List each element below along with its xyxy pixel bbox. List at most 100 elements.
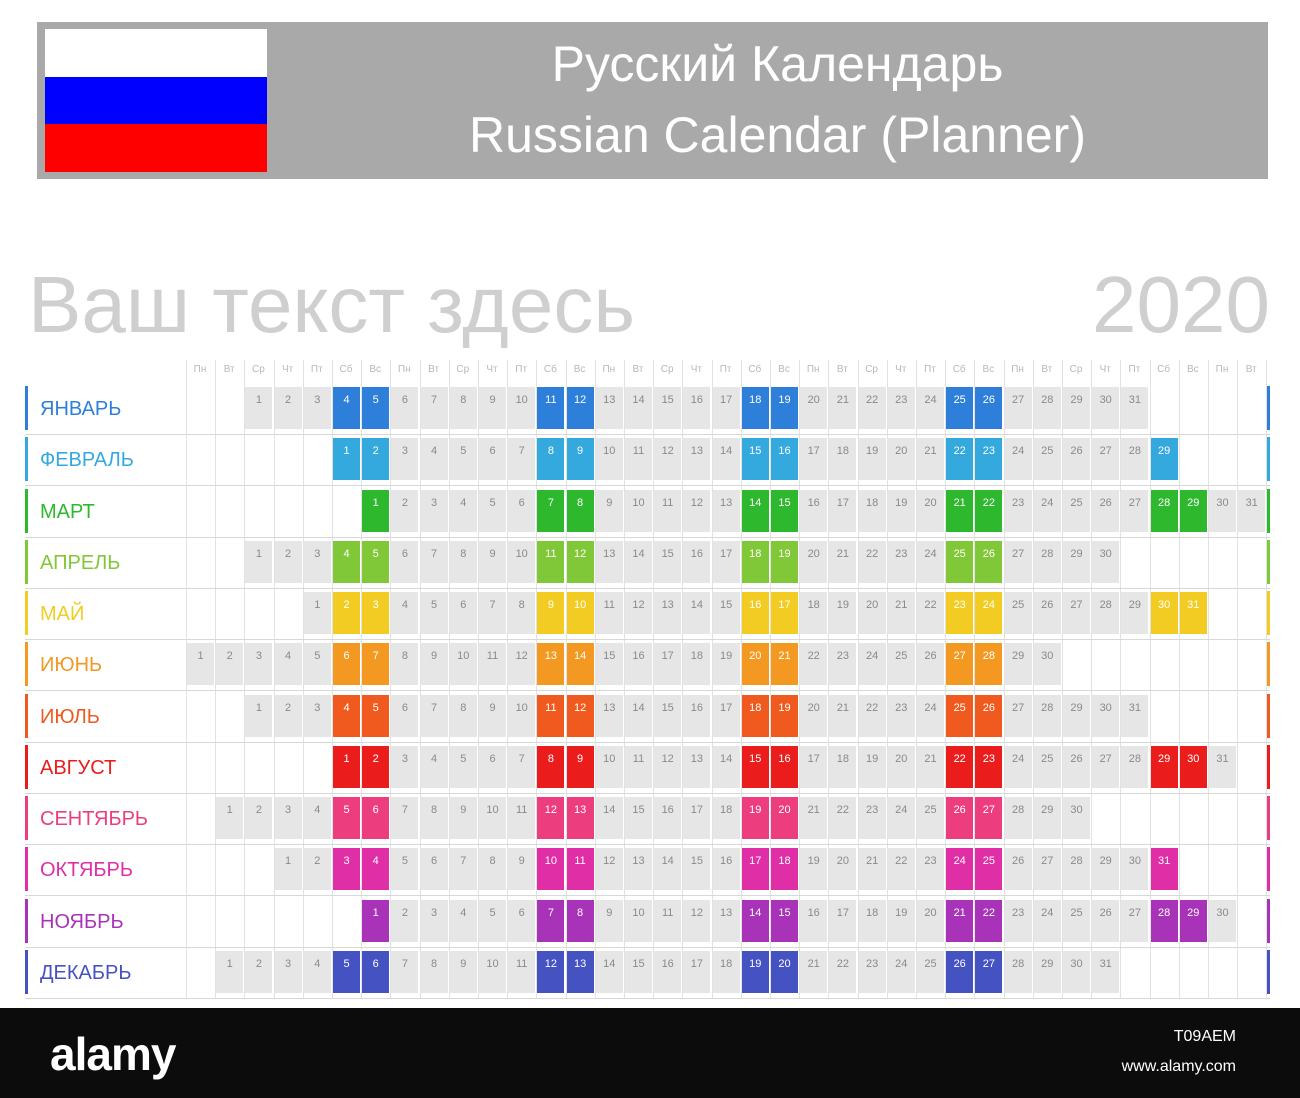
weekend-day-cell: 24 bbox=[946, 848, 974, 891]
day-cell: 14 bbox=[654, 848, 682, 891]
day-cell: 22 bbox=[858, 694, 886, 737]
day-cell: 21 bbox=[829, 387, 857, 429]
day-cell: 13 bbox=[712, 899, 740, 942]
day-cell: 21 bbox=[858, 848, 886, 891]
day-cell: 31 bbox=[1121, 387, 1149, 429]
weekend-day-cell: 25 bbox=[946, 540, 974, 583]
weekend-day-cell: 26 bbox=[975, 694, 1003, 737]
day-cell: 1 bbox=[274, 848, 302, 891]
day-cell: 15 bbox=[625, 797, 652, 839]
day-cell: 18 bbox=[829, 745, 857, 788]
day-cell: 12 bbox=[654, 745, 682, 788]
weekend-day-cell: 31 bbox=[1150, 848, 1178, 891]
day-cell: 5 bbox=[479, 899, 506, 942]
weekend-day-cell: 26 bbox=[946, 797, 974, 839]
weekday-header: Сб bbox=[543, 364, 557, 375]
day-cell: 13 bbox=[683, 438, 711, 481]
day-cell: 4 bbox=[420, 745, 448, 788]
weekend-day-cell: 21 bbox=[771, 643, 798, 686]
day-cell: 20 bbox=[829, 848, 857, 891]
weekend-day-cell: 25 bbox=[975, 848, 1003, 891]
month-label: ИЮНЬ bbox=[40, 654, 103, 677]
column-separator bbox=[332, 360, 333, 999]
weekend-day-cell: 8 bbox=[537, 745, 565, 788]
day-cell: 10 bbox=[595, 745, 623, 788]
month-color-bar bbox=[25, 898, 28, 943]
day-cell: 7 bbox=[449, 848, 477, 891]
day-cell: 25 bbox=[887, 643, 915, 686]
header-banner: Русский Календарь Russian Calendar (Plan… bbox=[37, 22, 1268, 179]
day-cell: 31 bbox=[1092, 950, 1120, 993]
weekend-day-cell: 29 bbox=[1150, 745, 1178, 788]
weekend-day-cell: 15 bbox=[741, 745, 769, 788]
column-separator bbox=[682, 360, 684, 999]
column-separator bbox=[419, 360, 421, 999]
weekday-header: Вт bbox=[1245, 364, 1257, 375]
weekend-day-cell: 12 bbox=[566, 387, 594, 429]
day-cell: 3 bbox=[391, 438, 419, 481]
weekend-day-cell: 11 bbox=[537, 540, 565, 583]
weekend-day-cell: 12 bbox=[566, 540, 594, 583]
day-cell: 2 bbox=[274, 694, 302, 737]
weekend-day-cell: 25 bbox=[946, 694, 974, 737]
month-row: ДЕКАБРЬ bbox=[25, 948, 1270, 999]
day-cell: 15 bbox=[595, 643, 623, 686]
day-cell: 20 bbox=[858, 592, 886, 634]
site-url: www.alamy.com bbox=[1121, 1058, 1236, 1075]
day-cell: 9 bbox=[449, 950, 477, 993]
weekday-header: Пн bbox=[193, 364, 207, 375]
weekend-day-cell: 16 bbox=[771, 745, 798, 788]
day-cell: 24 bbox=[1033, 489, 1061, 532]
day-cell: 20 bbox=[917, 489, 944, 532]
day-cell: 5 bbox=[449, 438, 477, 481]
day-cell: 14 bbox=[595, 797, 623, 839]
month-label: ЯНВАРЬ bbox=[40, 398, 122, 420]
weekend-day-cell: 21 bbox=[946, 899, 974, 942]
day-cell: 29 bbox=[1004, 643, 1032, 686]
day-cell: 5 bbox=[303, 643, 331, 686]
day-cell: 21 bbox=[800, 797, 828, 839]
weekday-header: Вс bbox=[1186, 364, 1199, 375]
day-cell: 21 bbox=[800, 950, 828, 993]
day-cell: 30 bbox=[1092, 694, 1120, 737]
weekend-day-cell: 7 bbox=[537, 489, 565, 532]
day-cell: 28 bbox=[1033, 540, 1061, 583]
month-color-bar bbox=[25, 642, 28, 687]
month-color-bar bbox=[25, 949, 28, 994]
weekend-day-cell: 18 bbox=[741, 540, 769, 583]
weekday-header: Пн bbox=[398, 364, 411, 375]
month-row: АПРЕЛЬ bbox=[25, 538, 1270, 589]
day-cell: 11 bbox=[508, 797, 536, 839]
day-cell: 17 bbox=[683, 797, 711, 839]
day-cell: 22 bbox=[800, 643, 828, 686]
day-cell: 15 bbox=[654, 387, 682, 429]
day-cell: 20 bbox=[917, 899, 944, 942]
weekend-day-cell: 1 bbox=[333, 745, 360, 788]
weekday-header: Пт bbox=[924, 364, 936, 375]
weekday-header: Пт bbox=[515, 364, 528, 375]
day-cell: 17 bbox=[829, 899, 857, 942]
column-separator bbox=[1237, 360, 1239, 999]
day-cell: 31 bbox=[1121, 694, 1149, 737]
flag-stripe-blue bbox=[45, 76, 267, 125]
day-cell: 9 bbox=[449, 797, 477, 839]
day-cell: 3 bbox=[245, 643, 273, 686]
day-cell: 17 bbox=[800, 745, 828, 788]
weekend-day-cell: 31 bbox=[1179, 592, 1207, 634]
title-english: Russian Calendar (Planner) bbox=[469, 107, 1086, 163]
day-cell: 17 bbox=[654, 643, 682, 686]
weekend-day-cell: 5 bbox=[333, 797, 360, 839]
weekend-day-cell: 30 bbox=[1179, 745, 1207, 788]
day-cell: 9 bbox=[595, 489, 623, 532]
day-cell: 6 bbox=[391, 540, 419, 583]
weekend-day-cell: 19 bbox=[771, 694, 798, 737]
day-cell: 16 bbox=[683, 694, 711, 737]
weekday-header: Сб bbox=[952, 364, 966, 375]
day-cell: 20 bbox=[800, 540, 828, 583]
day-cell: 12 bbox=[654, 438, 682, 481]
column-separator bbox=[886, 360, 888, 999]
weekend-day-cell: 7 bbox=[362, 643, 390, 686]
day-cell: 8 bbox=[391, 643, 419, 686]
month-row: ЯНВАРЬ bbox=[25, 384, 1270, 435]
weekend-day-cell: 6 bbox=[362, 797, 390, 839]
